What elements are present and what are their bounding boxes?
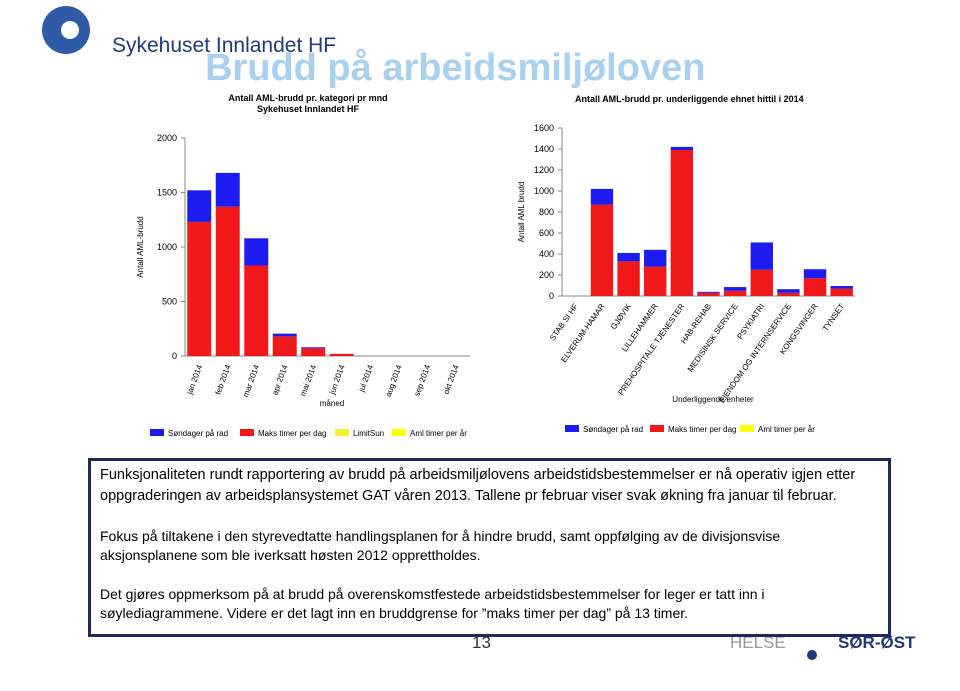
bar-segment [644, 249, 667, 267]
legend-swatch [240, 429, 254, 436]
legend-label: Søndager på rad [168, 429, 228, 438]
x-tick-label: GJØVIK [609, 301, 634, 331]
x-tick-label: okt 2014 [442, 363, 461, 395]
bar-segment [723, 290, 747, 296]
y-tick-label: 800 [539, 207, 554, 217]
x-tick-label: jun 2014 [327, 363, 346, 396]
bar-segment [215, 206, 240, 356]
legend-label: Maks timer per dag [668, 425, 736, 434]
y-tick-label: 1000 [157, 242, 177, 252]
bar-segment [187, 221, 212, 356]
bar-segment [750, 242, 773, 270]
legend-swatch [650, 425, 664, 432]
bar-segment [803, 278, 827, 296]
y-tick-label: 500 [162, 297, 177, 307]
legend-label: Aml timer per år [758, 425, 815, 434]
x-tick-label: jan 2014 [185, 363, 204, 396]
x-axis-label: Underliggende enheter [672, 395, 754, 404]
y-tick-label: 400 [539, 249, 554, 259]
bar-segment [215, 172, 240, 207]
bar-segment [617, 261, 640, 296]
paragraph: Fokus på tiltakene i den styrevedtatte h… [100, 528, 781, 563]
brand-right: SØR-ØST [838, 633, 916, 652]
x-axis-label: måned [320, 399, 344, 408]
brand-dot [807, 650, 817, 660]
logo-mark [61, 21, 79, 39]
bar-segment [329, 353, 354, 356]
x-tick-label: sep 2014 [412, 363, 432, 398]
x-tick-label: feb 2014 [214, 363, 233, 396]
chart-subtitle: Sykehuset Innlandet HF [257, 104, 360, 114]
bar-segment [590, 188, 614, 205]
paragraph: Funksjonaliteten rundt rapportering av b… [100, 467, 856, 504]
bar-segment [803, 269, 827, 279]
x-tick-label: mai 2014 [298, 363, 318, 398]
legend-swatch [392, 429, 406, 436]
bar-segment [777, 289, 800, 293]
x-tick-label: apr 2014 [270, 363, 289, 396]
x-tick-label: jul 2014 [357, 363, 376, 394]
paragraph: Det gjøres oppmerksom på at brudd på ove… [100, 586, 765, 621]
y-tick-label: 1400 [534, 144, 554, 154]
bar-segment [244, 238, 269, 266]
chart-title: Antall AML-brudd pr. underliggende ehnet… [575, 94, 804, 104]
x-tick-label: TYNSET [821, 302, 847, 333]
x-tick-label: MEDISINSK SERVICE [686, 302, 740, 374]
bar-segment [777, 292, 800, 296]
legend-label: Aml timer per år [410, 429, 467, 438]
legend-label: Søndager på rad [583, 425, 643, 434]
brand-left: HELSE [730, 633, 786, 652]
bar-segment [272, 333, 297, 337]
chart-title: Antall AML-brudd pr. kategori pr mnd [228, 93, 387, 103]
legend-swatch [150, 429, 164, 436]
y-tick-label: 1600 [534, 123, 554, 133]
page-number: 13 [472, 633, 491, 652]
x-tick-label: aug 2014 [384, 363, 404, 398]
legend-swatch [335, 429, 349, 436]
y-tick-label: 1000 [534, 186, 554, 196]
bar-segment [670, 150, 694, 296]
bar-segment [830, 286, 853, 289]
legend-swatch [740, 425, 754, 432]
y-tick-label: 200 [539, 270, 554, 280]
logo-text: Sykehuset Innlandet HF [112, 34, 336, 57]
bar-segment [590, 204, 614, 296]
y-tick-label: 1500 [157, 188, 177, 198]
y-tick-label: 0 [549, 291, 554, 301]
bar-segment [697, 291, 720, 293]
y-tick-label: 600 [539, 228, 554, 238]
y-axis-label: Antall AML brudd [517, 182, 526, 243]
slide-title: Brudd på arbeidsmiljøloven [205, 47, 705, 89]
bar-segment [301, 348, 326, 356]
bar-segment [617, 252, 640, 262]
legend-label: LimitSun [353, 429, 384, 438]
y-tick-label: 0 [172, 351, 177, 361]
bar-segment [697, 292, 720, 296]
y-axis-label: Antall AML-brudd [136, 216, 145, 277]
x-tick-label: mar 2014 [241, 363, 261, 398]
bar-segment [830, 288, 853, 296]
legend-label: Maks timer per dag [258, 429, 326, 438]
bar-segment [723, 287, 747, 291]
bar-segment [272, 336, 297, 356]
y-tick-label: 1200 [534, 165, 554, 175]
text-box: Funksjonaliteten rundt rapportering av b… [88, 458, 891, 637]
bar-segment [670, 146, 694, 151]
bar-segment [644, 266, 667, 296]
bar-segment [750, 269, 773, 296]
legend-swatch [565, 425, 579, 432]
y-tick-label: 2000 [157, 133, 177, 143]
bar-segment [244, 265, 269, 356]
bar-segment [187, 190, 212, 222]
bar-segment [301, 347, 326, 349]
